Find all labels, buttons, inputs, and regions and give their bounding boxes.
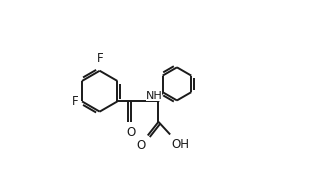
Text: OH: OH [171, 138, 189, 151]
Text: F: F [96, 52, 103, 65]
Text: O: O [126, 126, 135, 139]
Text: NH: NH [146, 91, 162, 101]
Text: F: F [71, 95, 78, 108]
Text: O: O [137, 139, 146, 152]
